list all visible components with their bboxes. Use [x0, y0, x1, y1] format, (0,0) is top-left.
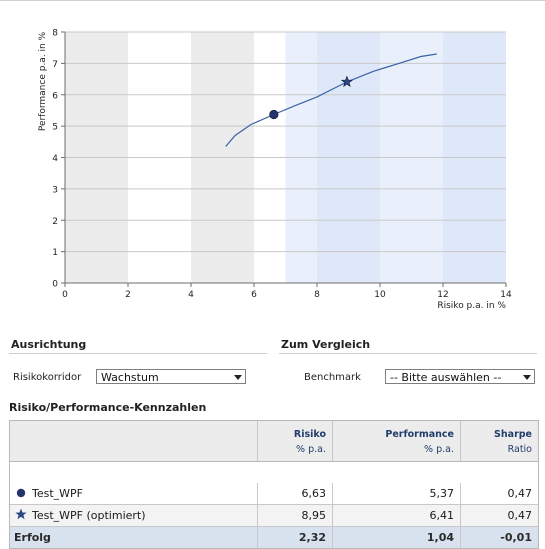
- sharpe-value: 0,47: [507, 509, 533, 522]
- performance-value: 1,04: [426, 531, 454, 544]
- ausrichtung-divider: [9, 353, 267, 354]
- chart-marker-star: [340, 75, 354, 87]
- chart-y-tick-label: 0: [52, 280, 58, 290]
- chart-y-tick-label: 7: [52, 60, 58, 70]
- chart-y-tick-label: 8: [52, 29, 58, 39]
- risikokorridor-select[interactable]: Wachstum: [96, 369, 246, 384]
- table-row: Test_WPF 6,63 5,37 0,47: [10, 483, 538, 505]
- chart-y-tick-label: 5: [52, 123, 58, 133]
- performance-value: 5,37: [429, 487, 455, 500]
- performance-value: 6,41: [429, 509, 455, 522]
- chevron-down-icon: [523, 375, 531, 380]
- risk-value: 8,95: [301, 509, 327, 522]
- chart-series-line: [225, 53, 437, 147]
- chart-x-tick-label: 2: [125, 290, 131, 300]
- chart-y-axis-label: Performance p.a. in %: [38, 31, 48, 131]
- star-marker-icon: [15, 508, 27, 520]
- header-performance: Performance % p.a.: [332, 421, 460, 461]
- chart-x-tick-label: 14: [500, 290, 512, 300]
- chart-x-tick-label: 8: [314, 290, 320, 300]
- chart-y-tick-label: 1: [52, 248, 58, 258]
- vergleich-divider: [279, 353, 537, 354]
- risk-value: 2,32: [298, 531, 326, 544]
- sharpe-value: -0,01: [500, 531, 532, 544]
- chevron-down-icon: [234, 375, 242, 380]
- chart-x-tick-label: 12: [437, 290, 448, 300]
- table-header-row: Risiko % p.a. Performance % p.a. Sharpe …: [10, 421, 538, 462]
- risk-value: 6,63: [301, 487, 327, 500]
- header-sharpe: Sharpe Ratio: [460, 421, 538, 461]
- sharpe-value: 0,47: [507, 487, 533, 500]
- ausrichtung-title: Ausrichtung: [11, 338, 87, 351]
- vergleich-title: Zum Vergleich: [281, 338, 371, 351]
- benchmark-label: Benchmark: [304, 372, 361, 383]
- chart-y-tick-label: 2: [52, 217, 58, 227]
- header-risiko: Risiko % p.a.: [257, 421, 332, 461]
- chart-x-tick-label: 0: [62, 290, 68, 300]
- kennzahlen-table: Risiko % p.a. Performance % p.a. Sharpe …: [9, 420, 539, 549]
- risikokorridor-value: Wachstum: [101, 371, 159, 384]
- benchmark-value: -- Bitte auswählen --: [390, 371, 502, 384]
- top-border: [0, 0, 545, 1]
- chart-y-tick-label: 3: [52, 185, 58, 195]
- chart-x-tick-label: 10: [374, 290, 386, 300]
- summary-row: Erfolg 2,32 1,04 -0,01: [10, 527, 538, 549]
- summary-label: Erfolg: [14, 531, 51, 544]
- benchmark-select[interactable]: -- Bitte auswählen --: [385, 369, 535, 384]
- kennzahlen-title: Risiko/Performance-Kennzahlen: [9, 401, 207, 414]
- risikokorridor-label: Risikokorridor: [13, 372, 82, 383]
- circle-marker-icon: [16, 488, 26, 498]
- chart-x-tick-label: 4: [188, 290, 194, 300]
- chart-marker-circle: [269, 109, 279, 120]
- chart-x-axis-label: Risiko p.a. in %: [437, 301, 506, 311]
- chart-y-tick-label: 4: [52, 154, 58, 164]
- chart-x-tick-label: 6: [251, 290, 257, 300]
- portfolio-name: Test_WPF (optimiert): [32, 509, 146, 522]
- portfolio-name: Test_WPF: [32, 487, 83, 500]
- chart-y-tick-label: 6: [52, 91, 58, 101]
